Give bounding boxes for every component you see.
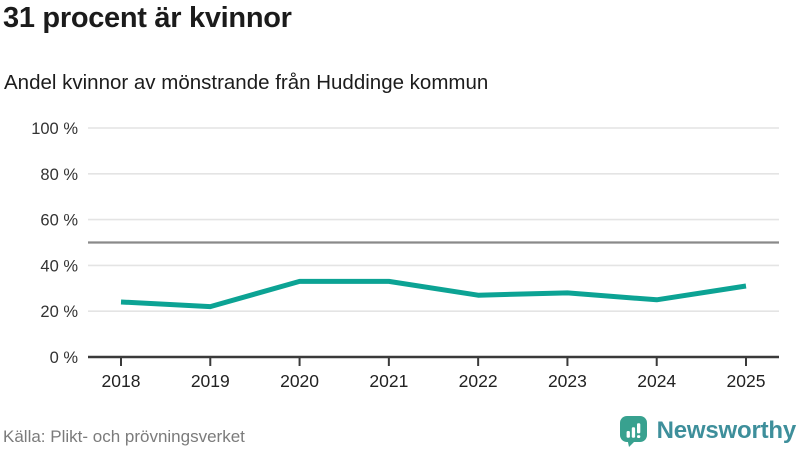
speech-bubble-bar-chart-icon: [619, 416, 647, 447]
y-tick-label: 60 %: [40, 212, 78, 230]
x-tick-label: 2024: [637, 371, 676, 391]
x-tick-label: 2022: [459, 371, 498, 391]
x-tick-label: 2018: [102, 371, 141, 391]
y-tick-label: 20 %: [40, 303, 78, 321]
brand-name: Newsworthy: [656, 417, 797, 444]
x-tick-label: 2023: [548, 371, 587, 391]
y-tick-label: 100 %: [31, 120, 78, 138]
data-line-andel-kvinnor-av-m-nstrande: [120, 278, 747, 310]
line-chart: 0 % 20 % 40 % 60 % 80 % 100 % 2018 2019 2020 2021…: [31, 120, 779, 391]
x-tick-label: 2019: [191, 371, 230, 391]
y-tick-label: 0 %: [50, 349, 79, 367]
source-note: Källa: Plikt- och prövningsverket: [3, 427, 245, 446]
x-tick-label: 2021: [369, 371, 408, 391]
x-tick-label: 2025: [727, 371, 766, 391]
newsworthy-logo: Newsworthy: [619, 415, 796, 447]
chart-subtitle: Andel kvinnor av mönstrande från Hudding…: [4, 71, 489, 94]
y-tick-label: 80 %: [40, 166, 78, 184]
chart-title: 31 procent är kvinnor: [3, 2, 292, 34]
x-tick-label: 2020: [280, 371, 319, 391]
y-tick-label: 40 %: [40, 257, 78, 275]
